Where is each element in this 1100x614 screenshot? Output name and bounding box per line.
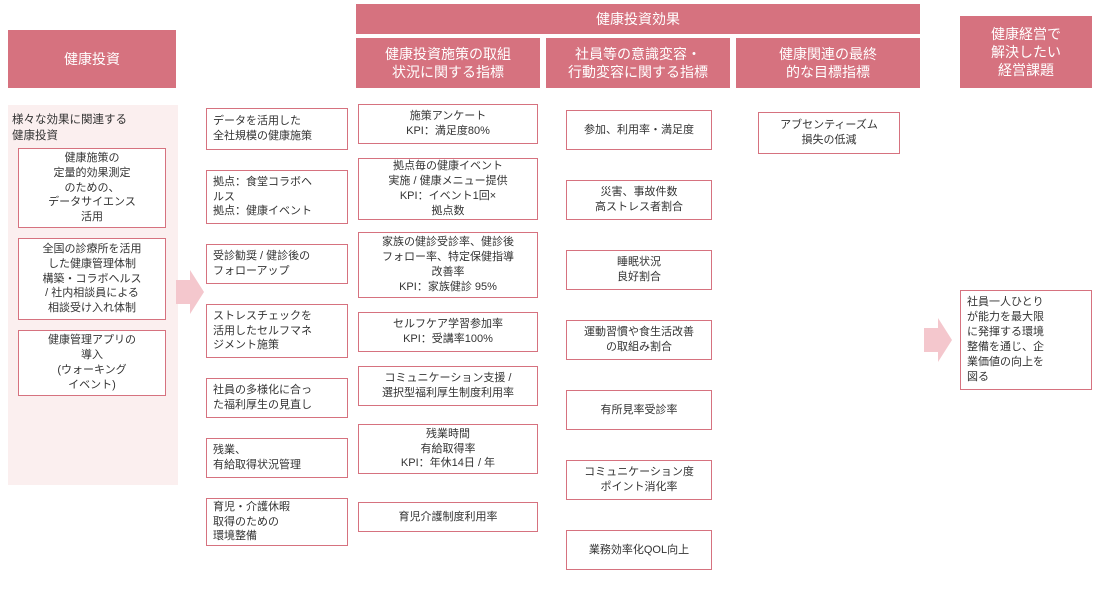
- header-col5: 健康経営で 解決したい 経営課題: [960, 16, 1092, 88]
- header-group: 健康投資効果: [356, 4, 920, 34]
- col1b-node: 受診勧奨 / 健診後の フォローアップ: [206, 244, 348, 284]
- header-col3: 社員等の意識変容・ 行動変容に関する指標: [546, 38, 730, 88]
- col1b-node: 残業、 有給取得状況管理: [206, 438, 348, 478]
- col1b-node: 社員の多様化に合っ た福利厚生の見直し: [206, 378, 348, 418]
- col1b-node: ストレスチェックを 活用したセルフマネ ジメント施策: [206, 304, 348, 358]
- col1a-node: 全国の診療所を活用 した健康管理体制 構築・コラボヘルス / 社内相談員による …: [18, 238, 166, 320]
- col3-node: 災害、事故件数 高ストレス者割合: [566, 180, 712, 220]
- col3-node: 業務効率化QOL向上: [566, 530, 712, 570]
- side-label: 様々な効果に関連する 健康投資: [12, 112, 127, 144]
- arrow-2: [924, 318, 952, 362]
- col2-node: コミュニケーション支援 / 選択型福利厚生制度利用率: [358, 366, 538, 406]
- col3-node: 参加、利用率・満足度: [566, 110, 712, 150]
- col5-node: 社員一人ひとり が能力を最大限 に発揮する環境 整備を通じ、企 業価値の向上を …: [960, 290, 1092, 390]
- col1a-node: 健康施策の 定量的効果測定 のための、 データサイエンス 活用: [18, 148, 166, 228]
- col1b-node: データを活用した 全社規模の健康施策: [206, 108, 348, 150]
- col1b-node: 拠点：食堂コラボヘ ルス 拠点：健康イベント: [206, 170, 348, 224]
- col3-node: 有所見率受診率: [566, 390, 712, 430]
- col3-node: 運動習慣や食生活改善 の取組み割合: [566, 320, 712, 360]
- col2-node: 拠点毎の健康イベント 実施 / 健康メニュー提供 KPI：イベント1回× 拠点数: [358, 158, 538, 220]
- col3-node: コミュニケーション度 ポイント消化率: [566, 460, 712, 500]
- col2-node: 育児介護制度利用率: [358, 502, 538, 532]
- col2-node: セルフケア学習参加率 KPI：受講率100%: [358, 312, 538, 352]
- col2-node: 残業時間 有給取得率 KPI：年休14日 / 年: [358, 424, 538, 474]
- header-col2: 健康投資施策の取組 状況に関する指標: [356, 38, 540, 88]
- header-col1: 健康投資: [8, 30, 176, 88]
- col1a-node: 健康管理アプリの 導入 (ウォーキング イベント): [18, 330, 166, 396]
- col3-node: 睡眠状況 良好割合: [566, 250, 712, 290]
- col1b-node: 育児・介護休暇 取得のための 環境整備: [206, 498, 348, 546]
- arrow-1: [176, 270, 204, 314]
- header-col4: 健康関連の最終 的な目標指標: [736, 38, 920, 88]
- col4-node: アブセンティーズム 損失の低減: [758, 112, 900, 154]
- col2-node: 家族の健診受診率、健診後 フォロー率、特定保健指導 改善率 KPI：家族健診 9…: [358, 232, 538, 298]
- col2-node: 施策アンケート KPI：満足度80%: [358, 104, 538, 144]
